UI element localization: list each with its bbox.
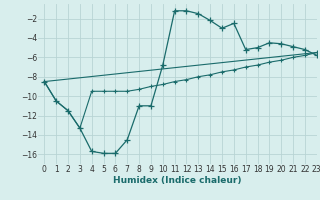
X-axis label: Humidex (Indice chaleur): Humidex (Indice chaleur) bbox=[113, 176, 242, 185]
